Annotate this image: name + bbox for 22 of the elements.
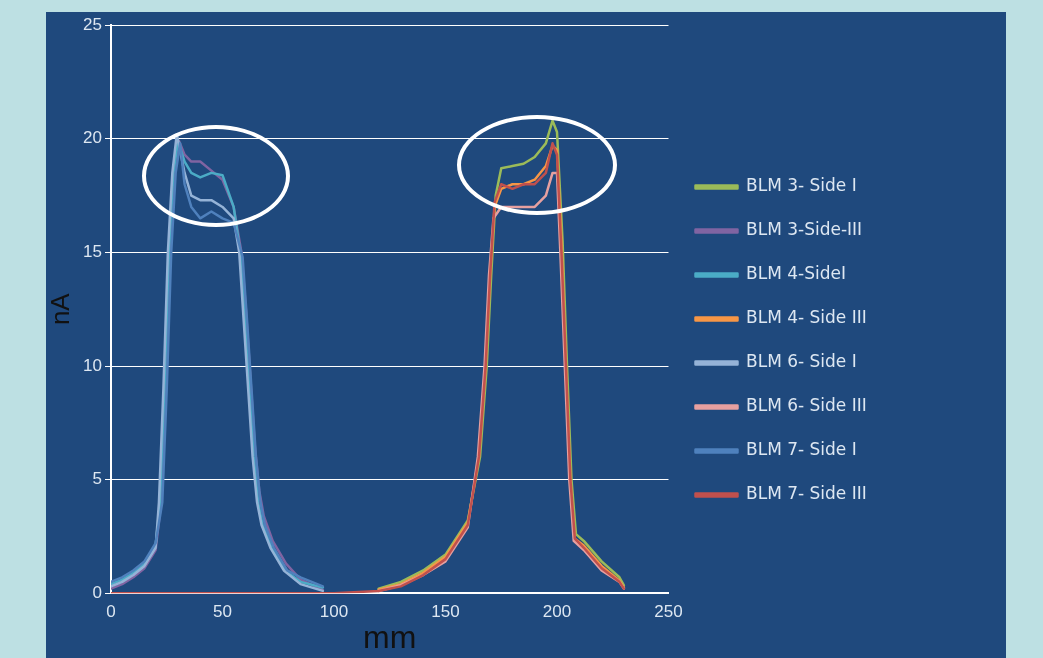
- x-tick-label: 150: [431, 602, 460, 622]
- x-tick-label: 100: [319, 602, 349, 622]
- legend-label: BLM 4- Side III: [746, 307, 867, 328]
- legend-label: BLM 6- Side I: [746, 351, 857, 372]
- legend-label: BLM 4-SideI: [746, 263, 846, 284]
- x-tick-label: 0: [106, 602, 116, 622]
- x-axis-title: mm: [363, 618, 417, 655]
- legend-label: BLM 3- Side I: [746, 175, 857, 196]
- y-tick-label: 20: [83, 128, 102, 148]
- x-tick-label: 50: [213, 602, 232, 622]
- y-tick-label: 5: [92, 469, 102, 489]
- y-tick-label: 25: [83, 14, 102, 34]
- legend-label: BLM 7- Side III: [746, 483, 867, 504]
- y-axis-title: nA: [44, 292, 75, 326]
- y-tick-label: 0: [92, 582, 102, 602]
- legend-label: BLM 7- Side I: [746, 439, 857, 460]
- y-tick-label: 15: [83, 242, 102, 262]
- legend-label: BLM 3-Side-III: [746, 219, 863, 240]
- x-tick-label: 200: [542, 602, 572, 622]
- legend-label: BLM 6- Side III: [746, 395, 867, 416]
- x-tick-label: 250: [654, 602, 683, 622]
- y-tick-label: 10: [83, 355, 102, 375]
